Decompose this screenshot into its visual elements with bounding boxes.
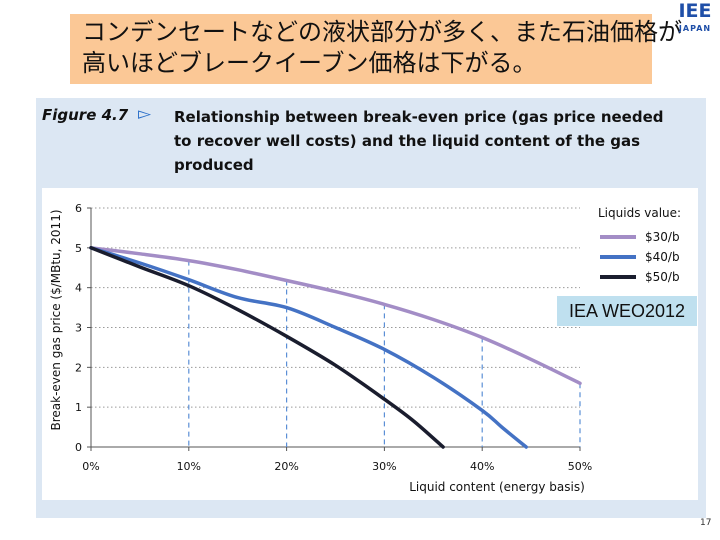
iee-japan-logo: IEE JAPAN <box>672 0 718 38</box>
figure-title-line-3: produced <box>174 156 254 174</box>
legend-label-1: $40/b <box>645 250 680 264</box>
y-tick-label-0: 0 <box>75 441 82 454</box>
legend-title: Liquids value: <box>598 206 681 220</box>
figure-label: Figure 4.7 <box>42 106 129 124</box>
x-tick-label-3: 30% <box>372 460 396 473</box>
legend-label-2: $50/b <box>645 270 680 284</box>
x-tick-label-0: 0% <box>82 460 99 473</box>
headline-line-1: コンデンセートなどの液状部分が多く、また石油価格が <box>82 18 682 46</box>
logo-sub-text: JAPAN <box>678 24 712 33</box>
page-number: 17 <box>700 518 712 528</box>
y-tick-label-5: 5 <box>75 242 82 255</box>
x-tick-label-4: 40% <box>470 460 494 473</box>
y-tick-label-4: 4 <box>75 282 82 295</box>
y-tick-label-6: 6 <box>75 202 82 215</box>
series-line-0 <box>89 246 582 386</box>
figure-title-line-1: Relationship between break-even price (g… <box>174 108 664 126</box>
figure-arrow-icon: ▻ <box>138 104 152 124</box>
y-tick-label-3: 3 <box>75 322 82 335</box>
series-line-1 <box>89 246 528 449</box>
figure-title-line-2: to recover well costs) and the liquid co… <box>174 132 641 150</box>
y-tick-label-1: 1 <box>75 401 82 414</box>
y-tick-label-2: 2 <box>75 361 82 374</box>
headline-line-2: 高いほどブレークイーブン価格は下がる。 <box>82 49 537 77</box>
source-label: IEA WEO2012 <box>557 296 697 326</box>
logo-main-text: IEE <box>678 0 712 22</box>
headline-box: コンデンセートなどの液状部分が多く、また石油価格が 高いほどブレークイーブン価格… <box>70 14 682 84</box>
series-line-2 <box>89 246 445 449</box>
x-tick-label-2: 20% <box>274 460 298 473</box>
y-axis-label: Break-even gas price ($/MBtu, 2011) <box>49 209 63 430</box>
x-tick-label-1: 10% <box>177 460 201 473</box>
legend-label-0: $30/b <box>645 230 680 244</box>
figure-title: Relationship between break-even price (g… <box>174 105 694 177</box>
x-tick-label-5: 50% <box>568 460 592 473</box>
x-axis-label: Liquid content (energy basis) <box>409 480 585 494</box>
